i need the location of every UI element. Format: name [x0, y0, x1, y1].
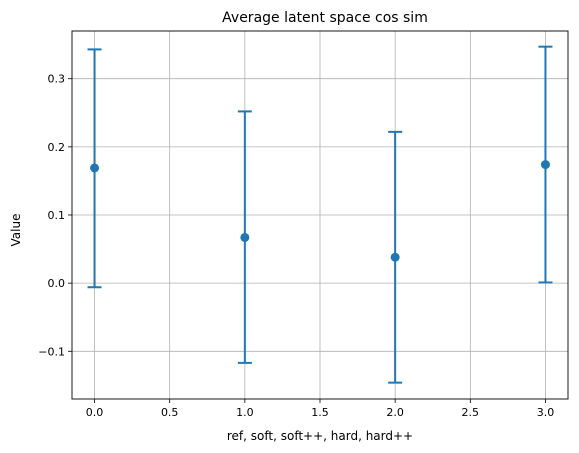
- data-point: [90, 163, 100, 173]
- x-axis-label: ref, soft, soft++, hard, hard++: [227, 429, 413, 443]
- x-tick-label: 0.0: [86, 406, 104, 419]
- y-tick-label: 0.2: [48, 141, 66, 154]
- data-point: [390, 252, 400, 262]
- x-tick-label: 1.0: [236, 406, 254, 419]
- data-layer: [87, 45, 553, 384]
- x-tick-label: 1.5: [311, 406, 329, 419]
- x-tick-label: 2.5: [462, 406, 480, 419]
- y-tick-label: 0.1: [48, 209, 66, 222]
- data-point: [240, 232, 250, 242]
- x-tick-label: 2.0: [386, 406, 404, 419]
- y-tick-label: 0.0: [48, 277, 66, 290]
- ticks: 0.0 0.5 1.0 1.5 2.0 2.5 3.0 −0.1 0.0 0.1 0.2 0.3: [38, 73, 554, 419]
- y-tick-label: −0.1: [38, 345, 65, 358]
- y-axis-label: Value: [9, 214, 23, 247]
- y-tick-label: 0.3: [48, 73, 66, 86]
- x-tick-label: 0.5: [161, 406, 179, 419]
- chart-title: Average latent space cos sim: [222, 10, 428, 26]
- x-tick-label: 3.0: [537, 406, 555, 419]
- data-point: [540, 160, 550, 170]
